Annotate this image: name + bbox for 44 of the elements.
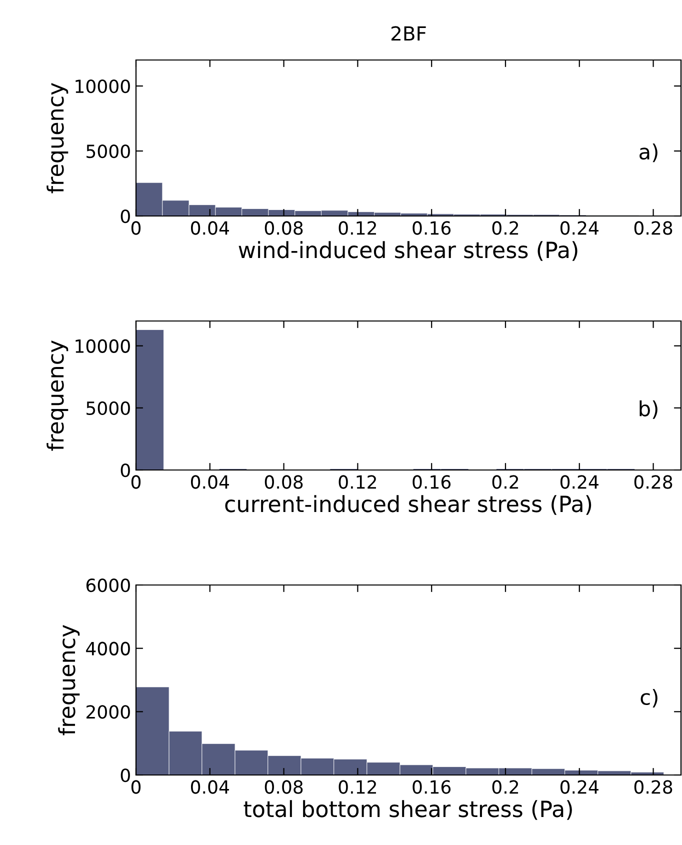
y-tick-label: 10000: [76, 339, 130, 353]
annotation: c): [640, 688, 658, 708]
x-tick-label: 0.28: [634, 221, 672, 235]
x-axis-title: current-induced shear stress (Pa): [225, 495, 592, 515]
annotation: b): [640, 400, 658, 419]
y-axis-title: frequency: [46, 340, 68, 451]
x-tick-label: 0.2: [492, 475, 518, 489]
x-tick-label: 0.16: [412, 221, 451, 235]
x-tick-label: 0.16: [412, 780, 451, 794]
x-tick-label: 0.12: [338, 221, 376, 235]
y-tick-label: 0: [120, 463, 130, 478]
y-tick-label: 5000: [86, 401, 130, 416]
x-tick-label: 0.08: [264, 221, 303, 235]
annotation: a): [640, 144, 658, 162]
x-tick-label: 0.28: [634, 475, 672, 489]
x-tick-label: 0.2: [492, 780, 518, 794]
y-tick-label: 5000: [86, 144, 130, 158]
x-tick-label: 0.04: [190, 221, 229, 235]
x-tick-label: 0.12: [338, 780, 376, 794]
x-tick-label: 0.28: [634, 780, 672, 794]
x-tick-label: 0.08: [264, 475, 303, 489]
x-axis-title: total bottom shear stress (Pa): [244, 800, 572, 820]
x-tick-label: 0.24: [560, 780, 598, 794]
x-tick-label: 0: [131, 475, 141, 489]
x-tick-label: 0: [131, 780, 141, 794]
x-tick-label: 0.04: [190, 475, 229, 489]
chart-title: 2BF: [391, 26, 426, 41]
y-axis-title: frequency: [46, 82, 68, 194]
x-tick-label: 0.24: [560, 221, 598, 235]
x-tick-label: 0.04: [190, 780, 229, 794]
x-tick-label: 0.16: [412, 475, 451, 489]
x-tick-label: 0.24: [560, 475, 598, 489]
x-axis-title: wind-induced shear stress (Pa): [238, 241, 578, 261]
x-tick-label: 0: [131, 221, 141, 235]
y-tick-label: 4000: [86, 642, 130, 656]
y-tick-label: 6000: [86, 578, 130, 592]
y-axis-title: frequency: [58, 624, 80, 736]
y-tick-label: 2000: [86, 705, 130, 719]
x-tick-label: 0.12: [338, 475, 376, 489]
x-tick-label: 0.08: [264, 780, 303, 794]
y-tick-label: 0: [120, 209, 130, 224]
y-tick-label: 0: [120, 768, 130, 782]
x-tick-label: 0.2: [492, 221, 518, 235]
y-tick-label: 10000: [76, 79, 130, 94]
